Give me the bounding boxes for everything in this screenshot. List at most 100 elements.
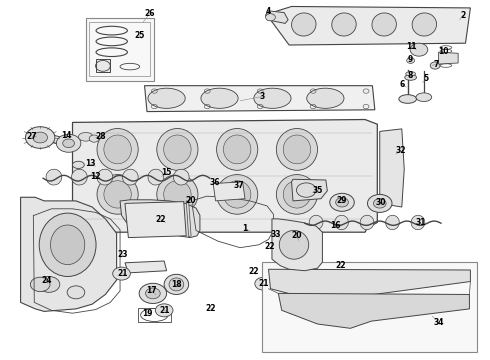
Ellipse shape <box>405 75 416 80</box>
Bar <box>262 262 477 352</box>
Ellipse shape <box>97 175 138 214</box>
Polygon shape <box>33 130 71 147</box>
Ellipse shape <box>56 134 81 152</box>
Text: 25: 25 <box>134 31 145 40</box>
Ellipse shape <box>122 169 138 185</box>
Ellipse shape <box>386 215 399 230</box>
Text: 22: 22 <box>335 261 346 270</box>
Text: 17: 17 <box>147 287 157 295</box>
Ellipse shape <box>78 132 93 141</box>
Text: 3: 3 <box>260 92 265 101</box>
Text: 20: 20 <box>186 197 196 206</box>
Text: 16: 16 <box>330 220 341 230</box>
Text: 18: 18 <box>171 280 182 289</box>
Text: 9: 9 <box>408 55 413 64</box>
Text: 13: 13 <box>85 159 96 168</box>
Ellipse shape <box>164 274 189 294</box>
Ellipse shape <box>164 135 191 164</box>
Polygon shape <box>186 201 191 237</box>
Ellipse shape <box>411 215 425 230</box>
Text: 21: 21 <box>159 306 170 315</box>
Text: 26: 26 <box>144 9 155 18</box>
Text: 15: 15 <box>161 168 172 177</box>
Ellipse shape <box>50 225 85 265</box>
Ellipse shape <box>217 175 258 214</box>
Ellipse shape <box>38 276 60 292</box>
Text: 37: 37 <box>234 181 245 190</box>
Text: 28: 28 <box>95 132 106 141</box>
Ellipse shape <box>430 62 440 69</box>
Ellipse shape <box>410 43 428 56</box>
Ellipse shape <box>97 129 138 170</box>
Ellipse shape <box>279 230 309 259</box>
Polygon shape <box>292 179 327 201</box>
Ellipse shape <box>148 88 185 108</box>
Ellipse shape <box>412 13 437 36</box>
Ellipse shape <box>223 135 251 164</box>
Bar <box>89 22 150 76</box>
Ellipse shape <box>169 278 184 291</box>
Polygon shape <box>145 86 375 112</box>
Ellipse shape <box>39 213 96 276</box>
Ellipse shape <box>113 267 130 280</box>
Ellipse shape <box>157 175 198 214</box>
Ellipse shape <box>25 127 55 148</box>
Ellipse shape <box>155 304 173 317</box>
Ellipse shape <box>217 129 258 170</box>
Ellipse shape <box>139 283 167 303</box>
Text: 32: 32 <box>395 146 406 155</box>
Text: 36: 36 <box>209 179 220 188</box>
Ellipse shape <box>307 88 344 108</box>
Ellipse shape <box>148 169 164 185</box>
Ellipse shape <box>373 199 386 208</box>
Text: 22: 22 <box>248 267 259 276</box>
Ellipse shape <box>276 129 318 170</box>
Ellipse shape <box>67 286 85 299</box>
Ellipse shape <box>255 277 272 290</box>
Text: 27: 27 <box>26 132 37 141</box>
Ellipse shape <box>33 132 48 143</box>
Ellipse shape <box>46 169 62 185</box>
Text: 22: 22 <box>205 304 216 313</box>
Ellipse shape <box>283 181 311 208</box>
Ellipse shape <box>173 169 189 185</box>
Text: 34: 34 <box>433 318 444 327</box>
Polygon shape <box>125 261 167 273</box>
Text: 11: 11 <box>406 42 417 51</box>
Text: 24: 24 <box>41 276 52 284</box>
Ellipse shape <box>406 72 416 76</box>
Polygon shape <box>73 120 377 232</box>
Polygon shape <box>120 200 200 238</box>
Ellipse shape <box>335 215 348 230</box>
Text: 35: 35 <box>312 186 323 195</box>
Ellipse shape <box>399 95 416 103</box>
Text: 5: 5 <box>424 74 429 83</box>
Ellipse shape <box>157 129 198 170</box>
Ellipse shape <box>73 161 84 168</box>
Ellipse shape <box>266 14 275 21</box>
Text: 4: 4 <box>266 7 271 16</box>
Ellipse shape <box>276 175 318 214</box>
Ellipse shape <box>309 215 323 230</box>
Text: 8: 8 <box>408 71 413 80</box>
Ellipse shape <box>146 288 160 299</box>
Text: 14: 14 <box>61 131 72 140</box>
Text: 31: 31 <box>415 218 426 227</box>
Text: 23: 23 <box>117 251 128 259</box>
Ellipse shape <box>63 139 74 148</box>
Ellipse shape <box>223 181 251 208</box>
Ellipse shape <box>28 129 46 141</box>
Ellipse shape <box>89 135 99 142</box>
Polygon shape <box>213 182 245 201</box>
Polygon shape <box>269 269 470 302</box>
Text: 20: 20 <box>291 231 302 240</box>
Text: 30: 30 <box>376 198 387 207</box>
Ellipse shape <box>407 58 415 63</box>
Text: 33: 33 <box>270 230 281 239</box>
Text: 29: 29 <box>337 197 347 206</box>
Bar <box>86 18 154 81</box>
Ellipse shape <box>72 169 87 185</box>
Polygon shape <box>439 52 458 64</box>
Ellipse shape <box>330 193 354 211</box>
Ellipse shape <box>104 181 131 208</box>
